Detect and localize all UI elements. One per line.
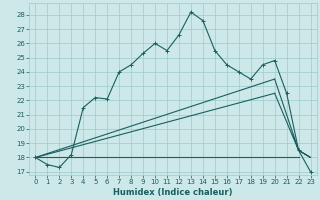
X-axis label: Humidex (Indice chaleur): Humidex (Indice chaleur) [113,188,233,197]
